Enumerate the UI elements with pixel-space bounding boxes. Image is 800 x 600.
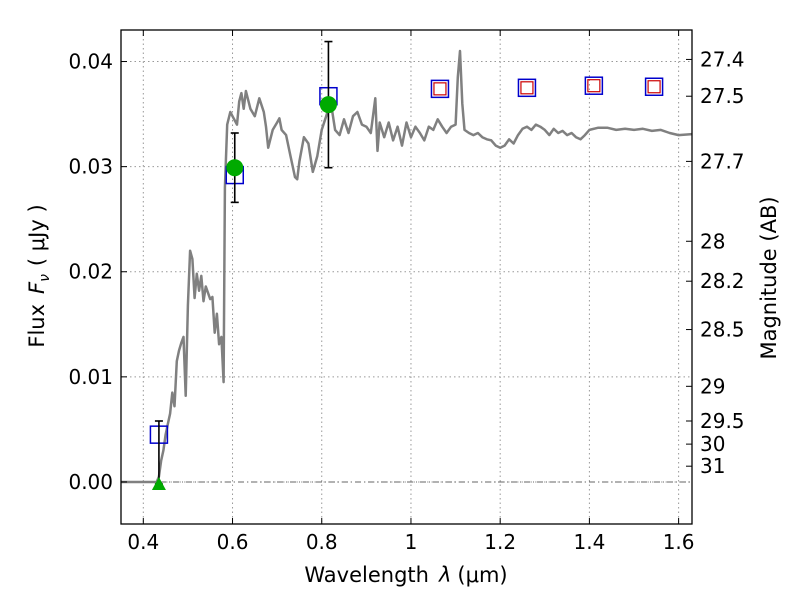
blue-square-marker-4 bbox=[517, 78, 537, 98]
red-square-marker-2 bbox=[587, 79, 601, 93]
sed-line bbox=[121, 49, 693, 484]
blue-square-marker-5 bbox=[584, 76, 604, 95]
y2-tick-label-6: 29 bbox=[700, 374, 725, 398]
x-axis-label: Wavelength λ (μm) bbox=[304, 563, 507, 587]
x-tick-label-1: 0.6 bbox=[217, 530, 249, 554]
grid-lines bbox=[121, 30, 692, 524]
green-triangle-marker-0 bbox=[151, 477, 166, 491]
green-circle-marker-1 bbox=[319, 96, 337, 114]
x-tick-label-0: 0.4 bbox=[127, 530, 159, 554]
green-circle-marker-0 bbox=[226, 159, 244, 177]
y-axis-label-unit: ( μJy ) bbox=[25, 204, 49, 266]
y-tick-label-4: 0.04 bbox=[68, 50, 113, 74]
x-tick-label-5: 1.4 bbox=[573, 530, 605, 554]
x-ticks: 0.4 0.6 0.8 1 1.2 1.4 1.6 bbox=[127, 30, 695, 554]
y2-tick-label-5: 28.5 bbox=[700, 318, 745, 342]
y-tick-label-3: 0.03 bbox=[68, 155, 113, 179]
y-tick-label-0: 0.00 bbox=[68, 470, 113, 494]
blue-square-marker-3 bbox=[430, 79, 450, 99]
y-axis-label-text: Flux bbox=[25, 304, 49, 348]
y-axis-label: Flux Fν ( μJy ) bbox=[25, 204, 53, 347]
plot-frame bbox=[120, 29, 693, 525]
red-square-marker-0 bbox=[433, 82, 447, 96]
x-tick-label-6: 1.6 bbox=[663, 530, 695, 554]
marker-group bbox=[149, 40, 664, 491]
x-axis-label-unit: (μm) bbox=[457, 563, 507, 587]
x-tick-label-3: 1 bbox=[405, 530, 418, 554]
y-ticks: 0.00 0.01 0.02 0.03 0.04 bbox=[68, 50, 127, 494]
y2-tick-label-2: 27.7 bbox=[700, 149, 745, 173]
x-tick-label-4: 1.2 bbox=[484, 530, 516, 554]
y2-tick-label-7: 29.5 bbox=[700, 409, 745, 433]
y-axis-label-symbol: F bbox=[25, 281, 49, 294]
y-tick-label-1: 0.01 bbox=[68, 365, 113, 389]
x-tick-label-2: 0.8 bbox=[306, 530, 338, 554]
y-tick-label-2: 0.02 bbox=[68, 260, 113, 284]
y2-tick-label-9: 31 bbox=[700, 454, 725, 478]
blue-square-marker-6 bbox=[644, 77, 664, 97]
red-square-marker-3 bbox=[647, 80, 661, 94]
sed-line-group bbox=[121, 49, 693, 484]
y2-tick-label-1: 27.5 bbox=[700, 84, 745, 108]
y2-tick-label-0: 27.4 bbox=[700, 47, 745, 71]
y2-tick-label-3: 28 bbox=[700, 229, 725, 253]
x-axis-label-symbol: λ bbox=[438, 563, 451, 587]
red-square-marker-1 bbox=[520, 81, 534, 95]
y2-axis-label: Magnitude (AB) bbox=[757, 196, 781, 359]
y2-tick-label-4: 28.2 bbox=[700, 269, 745, 293]
y2-tick-label-8: 30 bbox=[700, 432, 725, 456]
x-axis-label-text: Wavelength bbox=[304, 563, 429, 587]
y-axis-label-subscript: ν bbox=[37, 274, 53, 282]
